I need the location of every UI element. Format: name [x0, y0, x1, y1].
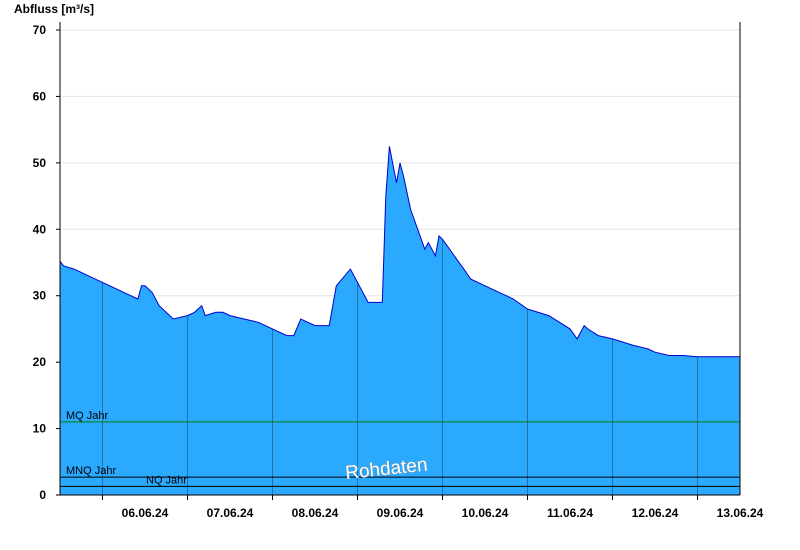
- reference-lines: MQ Jahr MNQ Jahr NQ Jahr: [60, 410, 740, 487]
- x-tick-label: 13.06.24: [717, 506, 764, 520]
- reference-line-label: NQ Jahr: [146, 474, 187, 486]
- x-tick-label: 10.06.24: [462, 506, 509, 520]
- y-tick-label: 50: [33, 156, 47, 170]
- y-axis-label: Abfluss [m³/s]: [14, 2, 94, 16]
- x-tick-label: 12.06.24: [632, 506, 679, 520]
- x-ticks: 06.06.24 07.06.24 08.06.24 09.06.24 10.06.24…: [102, 495, 764, 520]
- x-tick-label: 06.06.24: [122, 506, 169, 520]
- y-tick-label: 60: [33, 89, 47, 103]
- y-tick-label: 0: [39, 488, 46, 502]
- x-tick-label: 08.06.24: [292, 506, 339, 520]
- x-tick-label: 07.06.24: [207, 506, 254, 520]
- y-tick-label: 20: [33, 355, 47, 369]
- x-tick-label: 09.06.24: [377, 506, 424, 520]
- day-separators: [102, 239, 698, 495]
- y-tick-label: 30: [33, 289, 47, 303]
- y-tick-label: 10: [33, 422, 47, 436]
- discharge-line: [59, 146, 740, 358]
- x-tick-label: 11.06.24: [547, 506, 593, 520]
- y-ticks: 0 10 20 30 40 50 60 70: [33, 23, 60, 502]
- discharge-area: [60, 146, 740, 496]
- reference-line-label: MNQ Jahr: [66, 465, 116, 477]
- reference-line-label: MQ Jahr: [66, 410, 109, 422]
- y-tick-label: 40: [33, 222, 47, 236]
- y-tick-label: 70: [33, 23, 47, 37]
